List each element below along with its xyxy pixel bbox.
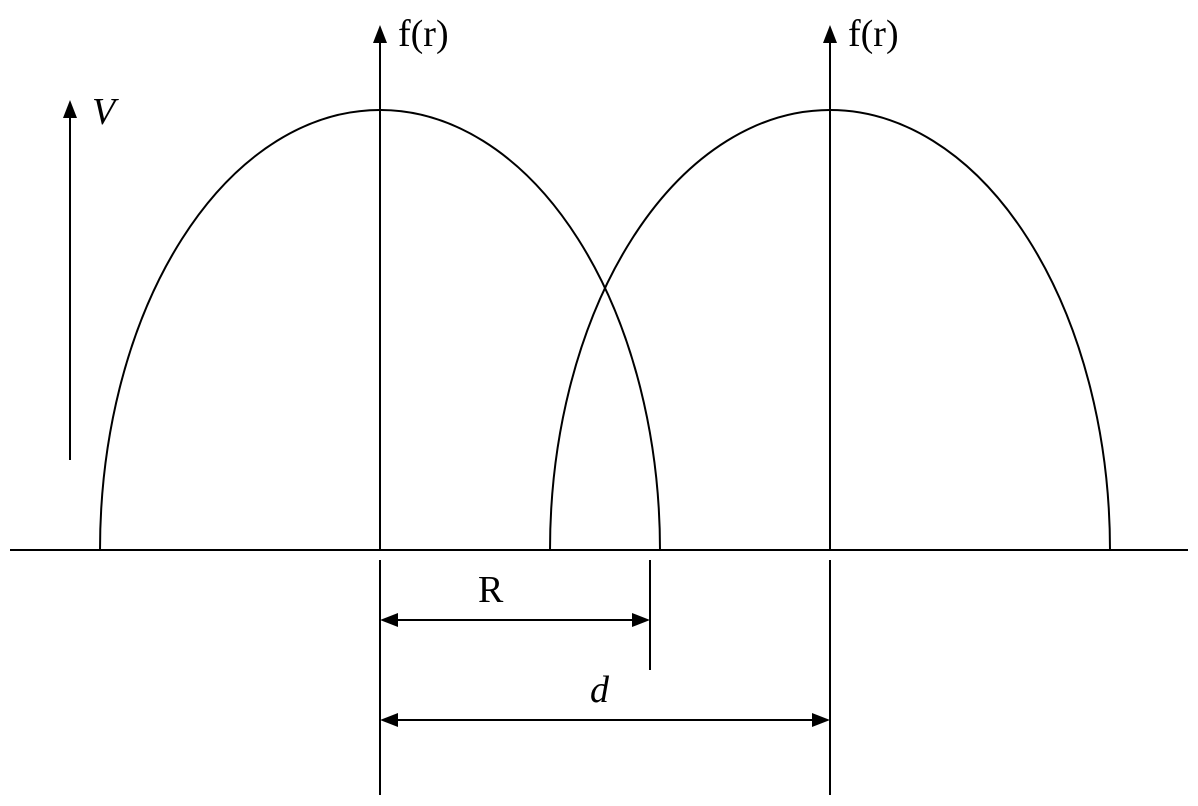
label-r: R — [478, 568, 503, 612]
label-fr-1: f(r) — [398, 12, 449, 56]
label-d: d — [590, 668, 609, 712]
label-v: V — [92, 90, 115, 134]
label-fr-2: f(r) — [848, 12, 899, 56]
diagram: V f(r) f(r) R d — [0, 0, 1198, 806]
